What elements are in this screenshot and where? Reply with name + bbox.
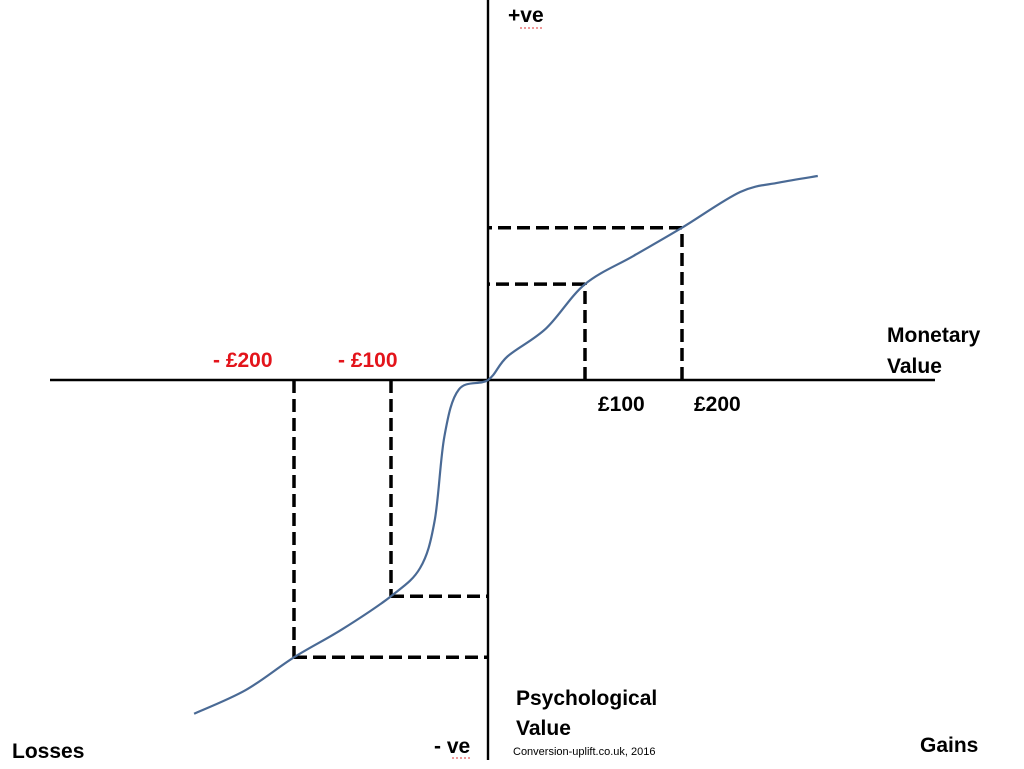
tick-label-pos100: £100 [598,393,645,416]
y-axis-label-line2: Value [516,717,571,740]
tick-label-neg100: - £100 [338,349,398,372]
credit-text: Conversion-uplift.co.uk, 2016 [513,746,655,758]
tick-label-pos200: £200 [694,393,741,416]
tick-label-neg200: - £200 [213,349,273,372]
y-axis-label-line1: Psychological [516,687,657,710]
gains-label: Gains [920,734,978,757]
losses-label: Losses [12,740,84,763]
x-axis-label-line1: Monetary [887,324,981,347]
y-axis-top-label: +ve [508,4,544,27]
dashed-guides [292,225,684,660]
x-axis-label-line2: Value [887,355,942,378]
value-function-curve [193,174,818,715]
y-axis-bottom-label: - ve [434,735,470,758]
